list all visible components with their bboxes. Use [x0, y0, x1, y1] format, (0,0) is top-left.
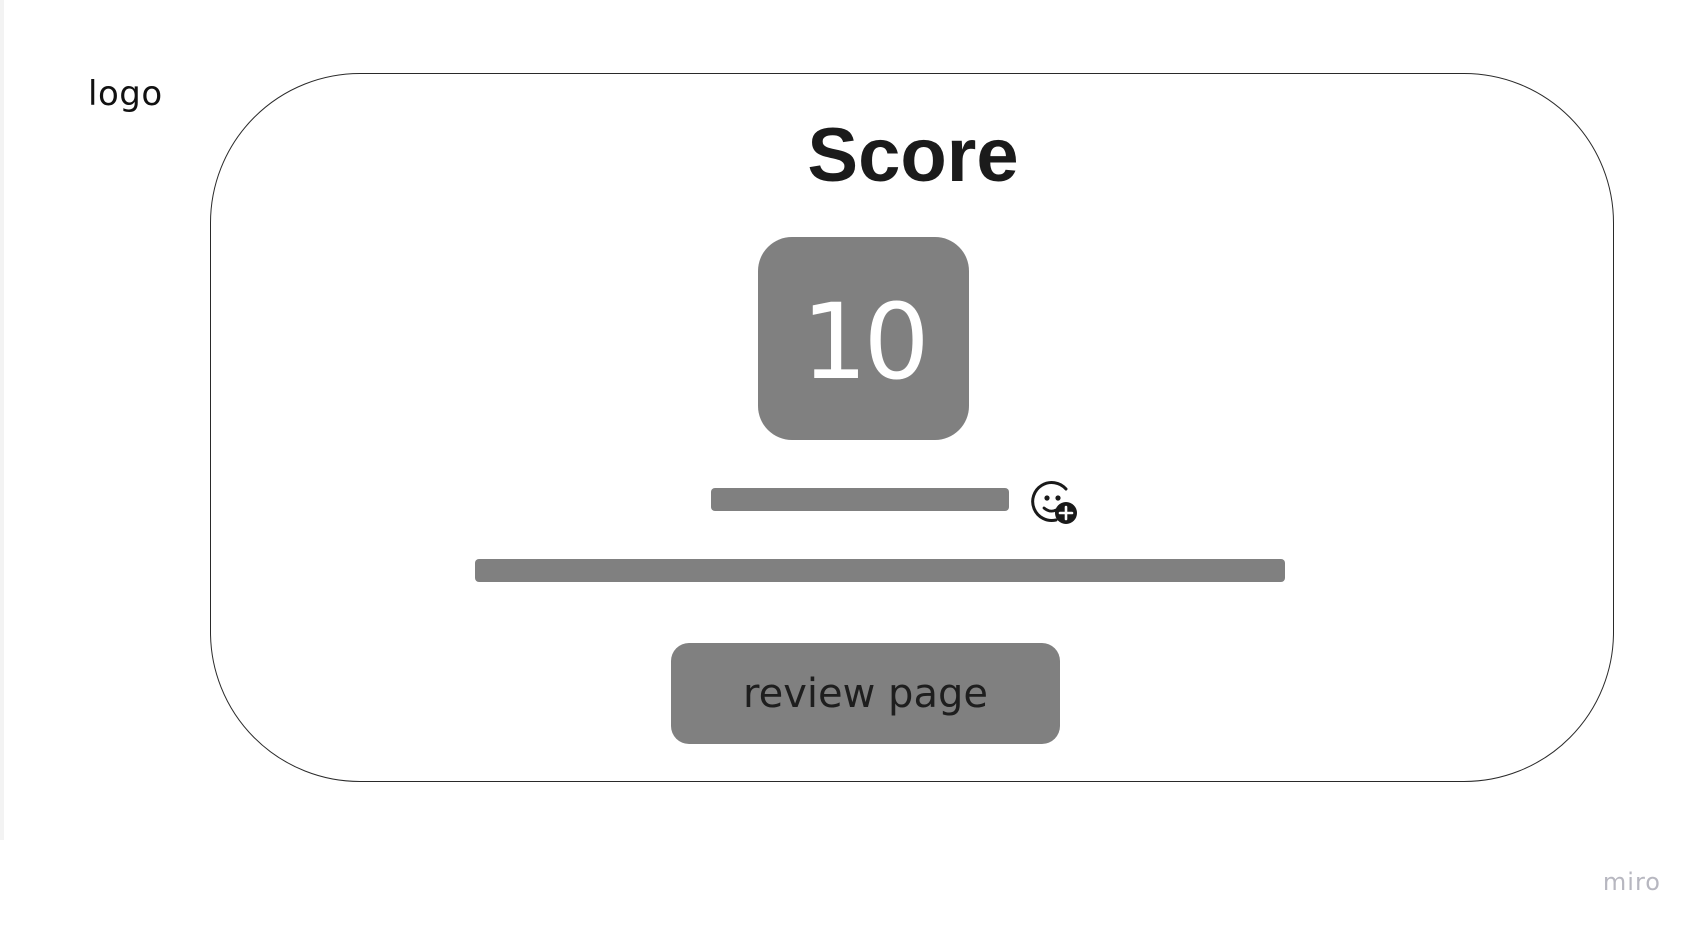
- review-page-button[interactable]: review page: [671, 643, 1060, 744]
- score-box: 10: [758, 237, 969, 440]
- left-edge-divider: [0, 0, 4, 840]
- logo: logo: [88, 74, 163, 114]
- text-placeholder-long: [475, 559, 1285, 582]
- review-page-button-label: review page: [743, 670, 988, 717]
- miro-watermark: miro: [1602, 868, 1661, 896]
- page-title: Score: [807, 113, 1019, 198]
- score-card: Score 10 review page: [210, 73, 1614, 782]
- add-reaction-icon[interactable]: [1030, 477, 1080, 527]
- score-value: 10: [801, 280, 929, 403]
- text-placeholder-short: [711, 488, 1009, 511]
